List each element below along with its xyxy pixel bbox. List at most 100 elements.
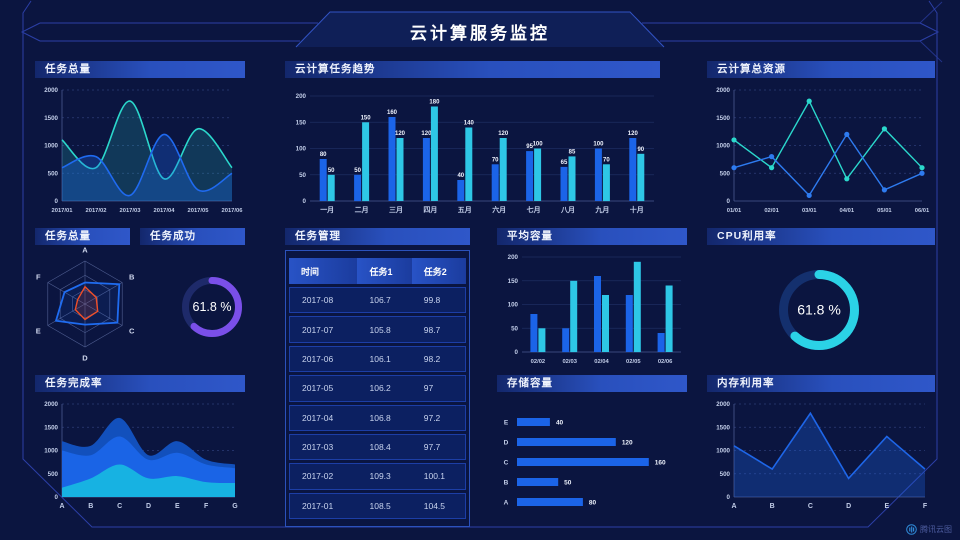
svg-text:十月: 十月 — [630, 205, 644, 214]
svg-text:70: 70 — [603, 157, 610, 163]
cpu-donut-chart: 61.8 % — [779, 270, 859, 350]
svg-text:九月: 九月 — [594, 205, 609, 214]
table-cell: 100.1 — [411, 463, 466, 490]
panel-total-resources: 云计算总资源 0 500 1000 1500 2000 01/01 02/01 03/01 04… — [707, 61, 935, 216]
svg-text:03/01: 03/01 — [802, 208, 817, 214]
table-cell: 97 — [411, 375, 466, 402]
svg-text:2000: 2000 — [716, 87, 730, 94]
svg-text:40: 40 — [556, 420, 564, 427]
table-row: 2017-07 105.8 98.7 — [289, 316, 466, 343]
svg-text:100: 100 — [508, 302, 519, 309]
panel-title: 任务总量 — [35, 228, 130, 245]
svg-text:D: D — [146, 503, 151, 510]
task-table: 时间 任务1 任务2 2017-08 106.7 99.8 2017-07 105.8 98.7… — [289, 255, 466, 522]
svg-text:D: D — [504, 440, 509, 447]
svg-text:八月: 八月 — [560, 206, 575, 214]
svg-text:1000: 1000 — [44, 143, 58, 150]
svg-text:160: 160 — [655, 460, 666, 467]
task-total-area-chart: 0 500 1000 1500 2000 2017/01 2017/02 2017/03 201… — [44, 87, 244, 214]
table-cell: 108.4 — [357, 433, 412, 461]
task-trend-bar-chart: 0 50 100 150 200 一月 二月 三月 四月 五月 六月 七月 八月 九月 十月 80 50 160 1… — [296, 93, 654, 214]
svg-text:G: G — [232, 503, 238, 510]
svg-text:2017/02: 2017/02 — [86, 208, 107, 214]
completion-area-chart: 0 500 1000 1500 2000 A B C D E F G — [44, 401, 238, 510]
svg-text:1500: 1500 — [716, 115, 730, 122]
svg-text:02/04: 02/04 — [594, 359, 609, 365]
table-cell: 106.7 — [357, 287, 412, 314]
panel-task-table: 任务管理 时间 任务1 任务2 2017-08 106.7 99.8 2017-07 105.… — [285, 228, 470, 527]
svg-text:A: A — [731, 503, 736, 510]
svg-text:F: F — [923, 503, 928, 510]
svg-text:02/05: 02/05 — [626, 359, 641, 365]
svg-text:50: 50 — [511, 325, 518, 332]
svg-text:150: 150 — [296, 119, 307, 126]
svg-text:E: E — [504, 420, 509, 427]
svg-text:100: 100 — [296, 146, 307, 153]
svg-text:D: D — [82, 354, 88, 363]
svg-text:1500: 1500 — [44, 424, 58, 431]
panel-storage: 存储容量 E 40 D 120 C 160 B 50 A 80 — [497, 375, 687, 512]
svg-text:02/01: 02/01 — [764, 208, 779, 214]
svg-text:七月: 七月 — [527, 205, 541, 214]
svg-text:50: 50 — [328, 168, 335, 174]
svg-text:120: 120 — [622, 440, 633, 447]
svg-text:B: B — [770, 503, 775, 510]
watermark: 腾讯云图 — [906, 524, 952, 535]
panel-title: CPU利用率 — [707, 228, 935, 245]
svg-text:1500: 1500 — [716, 424, 730, 431]
total-resources-line-chart: 0 500 1000 1500 2000 01/01 02/01 03/01 04/01 05/0… — [716, 87, 930, 214]
table-cell: 104.5 — [411, 492, 466, 519]
svg-text:六月: 六月 — [492, 205, 506, 214]
svg-text:40: 40 — [457, 173, 464, 179]
svg-text:二月: 二月 — [355, 206, 369, 214]
table-row: 2017-05 106.2 97 — [289, 375, 466, 402]
svg-text:0: 0 — [727, 198, 731, 205]
table-cell: 2017-07 — [289, 316, 358, 343]
panel-memory: 内存利用率 0 500 1000 1500 2000 A B C D E F — [707, 375, 935, 512]
svg-text:120: 120 — [628, 131, 639, 137]
panel-cpu: CPU利用率 61.8 % — [707, 228, 935, 371]
svg-text:2000: 2000 — [716, 401, 730, 408]
svg-text:90: 90 — [637, 147, 644, 153]
table-cell: 106.2 — [357, 375, 412, 402]
svg-text:一月: 一月 — [320, 206, 334, 214]
svg-text:100: 100 — [533, 142, 544, 148]
table-cell: 2017-04 — [289, 404, 358, 431]
panel-title: 任务完成率 — [35, 375, 245, 392]
panel-avg-capacity: 平均容量 0 50 100 150 200 02/02 02/03 02/04 02/05 02/… — [497, 228, 687, 367]
svg-text:E: E — [36, 327, 41, 336]
svg-text:C: C — [129, 327, 135, 336]
watermark-label: 腾讯云图 — [920, 525, 952, 534]
svg-text:61.8 %: 61.8 % — [797, 302, 841, 318]
svg-text:2017/04: 2017/04 — [154, 208, 176, 214]
svg-text:02/06: 02/06 — [658, 359, 673, 365]
svg-text:80: 80 — [589, 500, 597, 507]
panel-task-trend: 云计算任务趋势 0 50 100 150 200 一月 二月 三月 四月 五月 六月 七月 八月 九月 十月… — [285, 61, 660, 216]
table-cell: 105.8 — [357, 316, 412, 343]
svg-text:2017/05: 2017/05 — [188, 208, 210, 214]
table-row: 2017-06 106.1 98.2 — [289, 345, 466, 373]
svg-text:160: 160 — [387, 110, 398, 116]
table-row: 2017-03 108.4 97.7 — [289, 433, 466, 461]
svg-text:B: B — [88, 503, 93, 510]
svg-text:200: 200 — [296, 93, 307, 100]
svg-text:2017/06: 2017/06 — [222, 208, 244, 214]
svg-text:C: C — [504, 460, 509, 467]
table-row: 2017-04 106.8 97.2 — [289, 404, 466, 431]
panel-title: 存储容量 — [497, 375, 687, 392]
table-cell: 106.8 — [357, 404, 412, 431]
svg-text:50: 50 — [354, 168, 361, 174]
svg-text:500: 500 — [48, 170, 59, 177]
svg-text:B: B — [504, 480, 509, 487]
panel-title: 任务总量 — [35, 61, 245, 78]
panel-title: 云计算总资源 — [707, 61, 935, 78]
panel-completion: 任务完成率 0 500 1000 1500 2000 A B C D E F G — [35, 375, 245, 512]
svg-text:1500: 1500 — [44, 115, 58, 122]
table-header-row: 时间 任务1 任务2 — [289, 258, 466, 284]
svg-text:140: 140 — [464, 121, 475, 127]
svg-text:65: 65 — [561, 160, 568, 166]
table-cell: 2017-03 — [289, 433, 358, 461]
svg-text:三月: 三月 — [389, 206, 403, 214]
svg-text:120: 120 — [421, 131, 432, 137]
